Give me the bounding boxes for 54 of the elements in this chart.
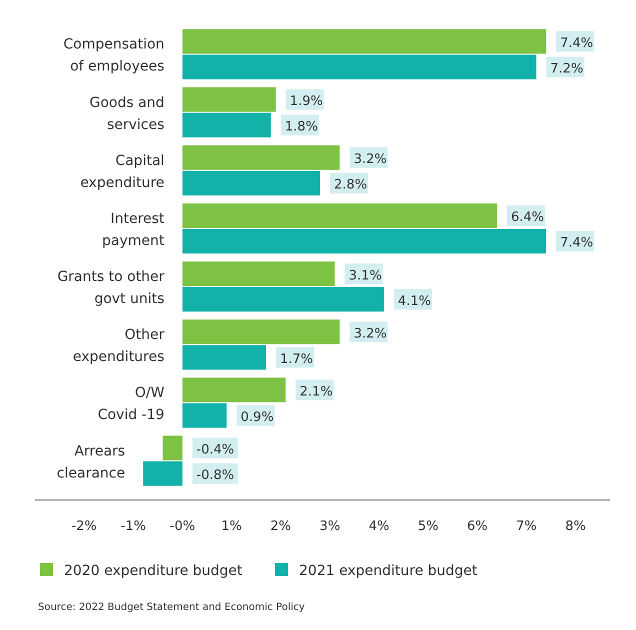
data-label: 1.8%: [284, 120, 318, 135]
y-tick-label: Capital expenditure: [80, 152, 164, 191]
x-tick-label: 6%: [466, 519, 488, 534]
data-label: 3.1%: [348, 268, 382, 284]
source-note: Source: 2022 Budget Statement and Economic Policy: [38, 602, 305, 613]
data-label: 6.4%: [510, 210, 544, 226]
x-tick-label: 7%: [516, 519, 537, 534]
bar: [182, 287, 384, 312]
bar: [182, 87, 276, 112]
data-label: 1.9%: [290, 94, 323, 110]
y-tick-label: Interest payment: [102, 210, 165, 249]
data-label: 4.1%: [398, 294, 431, 309]
bar: [182, 29, 546, 54]
y-tick-label: O/W Covid -19: [98, 385, 165, 424]
data-label: 7.4%: [560, 36, 594, 51]
data-label: 3.2%: [354, 152, 387, 168]
data-label: 2.1%: [300, 384, 333, 400]
bar: [162, 436, 182, 460]
data-label: 0.9%: [240, 410, 274, 425]
x-tick-label: 3%: [320, 519, 340, 534]
y-tick-label: Arrears clearance: [56, 443, 126, 482]
x-tick-label: 1%: [221, 519, 242, 534]
bar: [182, 403, 227, 428]
x-tick-label: 5%: [418, 519, 438, 534]
data-label: 7.4%: [560, 236, 594, 251]
x-tick-label: -2%: [71, 519, 97, 534]
data-label: 1.7%: [280, 352, 314, 367]
data-label: 7.2%: [550, 61, 584, 76]
y-tick-label: Other expenditures: [72, 327, 165, 366]
y-tick-label: Grants to other govt units: [57, 269, 165, 308]
bar: [182, 320, 340, 344]
bar: [182, 112, 271, 138]
y-tick-label: Goods and services: [89, 94, 164, 133]
bar: [143, 461, 182, 486]
bar: [182, 345, 266, 370]
data-label: -0.8%: [196, 468, 234, 484]
data-label: 3.2%: [354, 326, 387, 342]
x-tick-label: -0%: [170, 519, 196, 534]
bar: [182, 261, 335, 286]
y-tick-label: Compensation of employees: [63, 36, 164, 75]
x-tick-label: 2%: [270, 519, 292, 534]
bar: [182, 203, 497, 228]
bar: [182, 170, 320, 196]
x-tick-label: 4%: [368, 519, 390, 534]
bar: [182, 228, 546, 254]
bar: [182, 378, 286, 402]
data-label: -0.4%: [196, 442, 234, 458]
data-label: 2.8%: [334, 178, 368, 193]
bar: [182, 54, 536, 80]
legend-label: 2021 expenditure budget: [299, 563, 478, 579]
x-tick-label: 8%: [565, 519, 586, 534]
legend-label: 2020 expenditure budget: [64, 563, 243, 579]
bar: [182, 145, 340, 170]
x-tick-label: -1%: [120, 519, 146, 534]
